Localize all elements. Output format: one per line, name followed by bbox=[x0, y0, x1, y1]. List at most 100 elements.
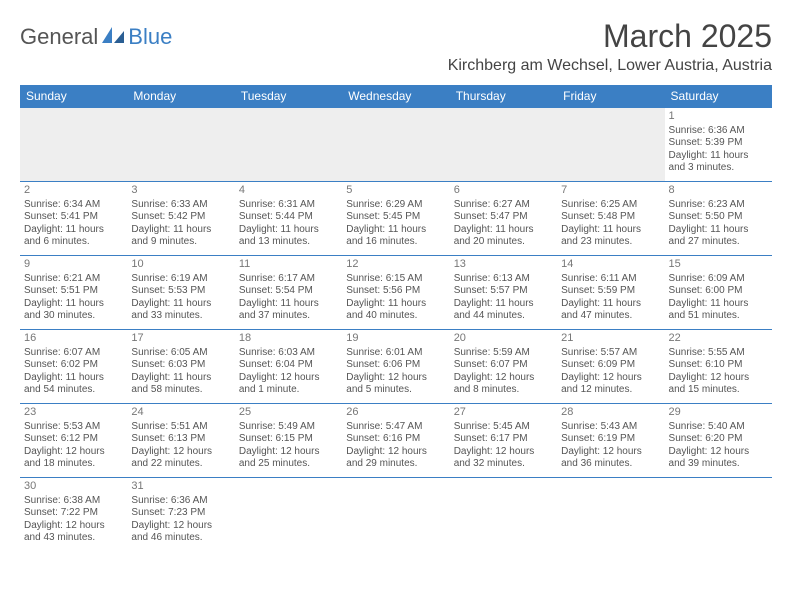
day-number: 18 bbox=[239, 332, 338, 346]
sunset-line: Sunset: 5:56 PM bbox=[346, 285, 445, 298]
calendar-cell bbox=[557, 108, 664, 182]
sunset-line: Sunset: 5:39 PM bbox=[669, 137, 768, 150]
day-number: 30 bbox=[24, 480, 123, 494]
day-number: 28 bbox=[561, 406, 660, 420]
calendar-cell: 11Sunrise: 6:17 AMSunset: 5:54 PMDayligh… bbox=[235, 256, 342, 330]
calendar-cell: 20Sunrise: 5:59 AMSunset: 6:07 PMDayligh… bbox=[450, 330, 557, 404]
sunrise-line: Sunrise: 6:29 AM bbox=[346, 199, 445, 212]
sunset-line: Sunset: 6:15 PM bbox=[239, 433, 338, 446]
calendar-row: 1Sunrise: 6:36 AMSunset: 5:39 PMDaylight… bbox=[20, 108, 772, 182]
sunset-line: Sunset: 6:06 PM bbox=[346, 359, 445, 372]
calendar-cell: 1Sunrise: 6:36 AMSunset: 5:39 PMDaylight… bbox=[665, 108, 772, 182]
calendar-row: 23Sunrise: 5:53 AMSunset: 6:12 PMDayligh… bbox=[20, 404, 772, 478]
sunrise-line: Sunrise: 6:33 AM bbox=[131, 199, 230, 212]
daylight-line: and 54 minutes. bbox=[24, 384, 123, 397]
daylight-line: Daylight: 11 hours bbox=[669, 150, 768, 163]
logo-text-general: General bbox=[20, 24, 98, 50]
sunrise-line: Sunrise: 6:11 AM bbox=[561, 273, 660, 286]
day-number: 16 bbox=[24, 332, 123, 346]
calendar-cell bbox=[235, 108, 342, 182]
calendar-cell: 30Sunrise: 6:38 AMSunset: 7:22 PMDayligh… bbox=[20, 478, 127, 552]
sunset-line: Sunset: 6:17 PM bbox=[454, 433, 553, 446]
daylight-line: and 23 minutes. bbox=[561, 236, 660, 249]
sunset-line: Sunset: 5:44 PM bbox=[239, 211, 338, 224]
daylight-line: and 58 minutes. bbox=[131, 384, 230, 397]
day-number: 3 bbox=[131, 184, 230, 198]
sunset-line: Sunset: 5:50 PM bbox=[669, 211, 768, 224]
daylight-line: Daylight: 11 hours bbox=[131, 372, 230, 385]
sunrise-line: Sunrise: 6:38 AM bbox=[24, 495, 123, 508]
sunset-line: Sunset: 6:09 PM bbox=[561, 359, 660, 372]
sunset-line: Sunset: 6:00 PM bbox=[669, 285, 768, 298]
day-number: 2 bbox=[24, 184, 123, 198]
sunrise-line: Sunrise: 6:19 AM bbox=[131, 273, 230, 286]
day-number: 21 bbox=[561, 332, 660, 346]
calendar-cell bbox=[557, 478, 664, 552]
calendar-cell: 18Sunrise: 6:03 AMSunset: 6:04 PMDayligh… bbox=[235, 330, 342, 404]
daylight-line: and 13 minutes. bbox=[239, 236, 338, 249]
sunrise-line: Sunrise: 6:25 AM bbox=[561, 199, 660, 212]
sunset-line: Sunset: 6:10 PM bbox=[669, 359, 768, 372]
calendar-cell: 8Sunrise: 6:23 AMSunset: 5:50 PMDaylight… bbox=[665, 182, 772, 256]
calendar-cell: 24Sunrise: 5:51 AMSunset: 6:13 PMDayligh… bbox=[127, 404, 234, 478]
daylight-line: Daylight: 12 hours bbox=[131, 520, 230, 533]
sunset-line: Sunset: 6:20 PM bbox=[669, 433, 768, 446]
day-number: 31 bbox=[131, 480, 230, 494]
sunrise-line: Sunrise: 6:17 AM bbox=[239, 273, 338, 286]
calendar-cell bbox=[450, 478, 557, 552]
sunset-line: Sunset: 5:59 PM bbox=[561, 285, 660, 298]
daylight-line: and 36 minutes. bbox=[561, 458, 660, 471]
sunset-line: Sunset: 5:57 PM bbox=[454, 285, 553, 298]
sunrise-line: Sunrise: 5:59 AM bbox=[454, 347, 553, 360]
page-title: March 2025 bbox=[448, 18, 772, 55]
daylight-line: and 6 minutes. bbox=[24, 236, 123, 249]
calendar-cell bbox=[342, 478, 449, 552]
calendar-cell: 28Sunrise: 5:43 AMSunset: 6:19 PMDayligh… bbox=[557, 404, 664, 478]
calendar-cell: 31Sunrise: 6:36 AMSunset: 7:23 PMDayligh… bbox=[127, 478, 234, 552]
sunset-line: Sunset: 6:02 PM bbox=[24, 359, 123, 372]
day-number: 12 bbox=[346, 258, 445, 272]
calendar-cell: 13Sunrise: 6:13 AMSunset: 5:57 PMDayligh… bbox=[450, 256, 557, 330]
daylight-line: Daylight: 12 hours bbox=[561, 446, 660, 459]
daylight-line: and 37 minutes. bbox=[239, 310, 338, 323]
daylight-line: and 46 minutes. bbox=[131, 532, 230, 545]
daylight-line: and 44 minutes. bbox=[454, 310, 553, 323]
day-number: 4 bbox=[239, 184, 338, 198]
day-number: 26 bbox=[346, 406, 445, 420]
day-number: 23 bbox=[24, 406, 123, 420]
sunrise-line: Sunrise: 6:36 AM bbox=[131, 495, 230, 508]
daylight-line: Daylight: 12 hours bbox=[346, 446, 445, 459]
col-wednesday: Wednesday bbox=[342, 85, 449, 108]
calendar-cell: 5Sunrise: 6:29 AMSunset: 5:45 PMDaylight… bbox=[342, 182, 449, 256]
sunrise-line: Sunrise: 5:53 AM bbox=[24, 421, 123, 434]
daylight-line: Daylight: 12 hours bbox=[239, 372, 338, 385]
daylight-line: Daylight: 12 hours bbox=[454, 446, 553, 459]
sunrise-line: Sunrise: 5:47 AM bbox=[346, 421, 445, 434]
daylight-line: and 25 minutes. bbox=[239, 458, 338, 471]
daylight-line: and 33 minutes. bbox=[131, 310, 230, 323]
logo-text-blue: Blue bbox=[128, 24, 172, 50]
sunrise-line: Sunrise: 6:09 AM bbox=[669, 273, 768, 286]
sunset-line: Sunset: 7:23 PM bbox=[131, 507, 230, 520]
daylight-line: and 30 minutes. bbox=[24, 310, 123, 323]
calendar-cell: 26Sunrise: 5:47 AMSunset: 6:16 PMDayligh… bbox=[342, 404, 449, 478]
daylight-line: and 39 minutes. bbox=[669, 458, 768, 471]
calendar-body: 1Sunrise: 6:36 AMSunset: 5:39 PMDaylight… bbox=[20, 108, 772, 552]
daylight-line: and 18 minutes. bbox=[24, 458, 123, 471]
daylight-line: and 15 minutes. bbox=[669, 384, 768, 397]
daylight-line: Daylight: 11 hours bbox=[239, 298, 338, 311]
day-number: 19 bbox=[346, 332, 445, 346]
sunset-line: Sunset: 6:16 PM bbox=[346, 433, 445, 446]
sunrise-line: Sunrise: 6:05 AM bbox=[131, 347, 230, 360]
daylight-line: Daylight: 12 hours bbox=[669, 372, 768, 385]
daylight-line: and 40 minutes. bbox=[346, 310, 445, 323]
sunrise-line: Sunrise: 6:27 AM bbox=[454, 199, 553, 212]
sunset-line: Sunset: 5:48 PM bbox=[561, 211, 660, 224]
sunset-line: Sunset: 5:54 PM bbox=[239, 285, 338, 298]
sunset-line: Sunset: 6:04 PM bbox=[239, 359, 338, 372]
daylight-line: Daylight: 12 hours bbox=[669, 446, 768, 459]
daylight-line: Daylight: 11 hours bbox=[131, 224, 230, 237]
calendar-cell: 21Sunrise: 5:57 AMSunset: 6:09 PMDayligh… bbox=[557, 330, 664, 404]
calendar-cell: 9Sunrise: 6:21 AMSunset: 5:51 PMDaylight… bbox=[20, 256, 127, 330]
calendar-cell bbox=[235, 478, 342, 552]
